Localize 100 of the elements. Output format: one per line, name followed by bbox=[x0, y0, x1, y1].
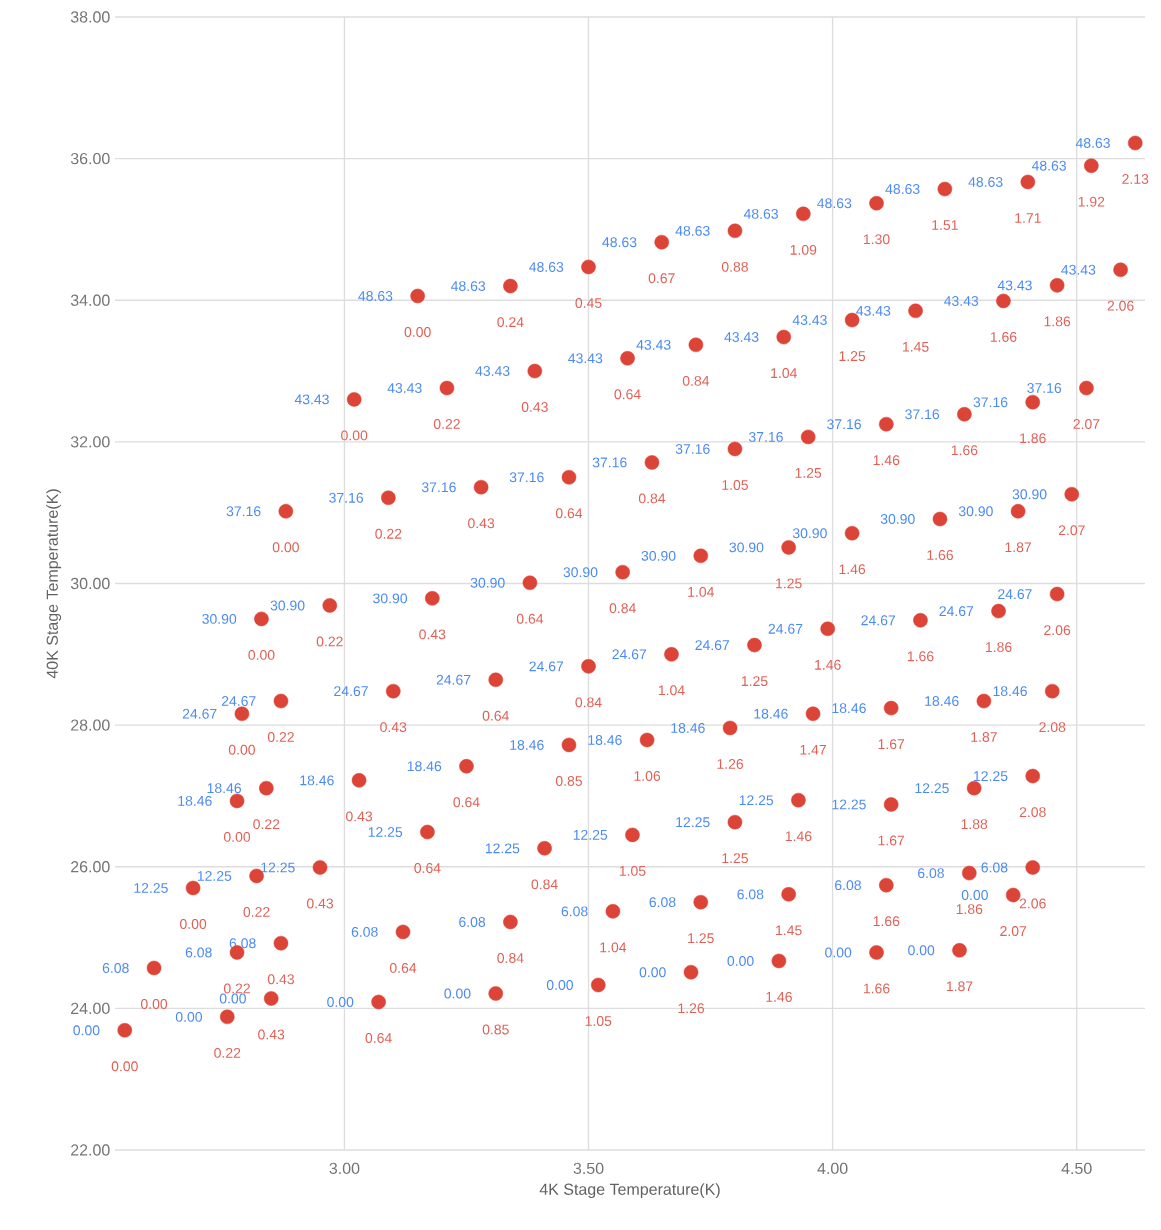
y-tick-label: 30.00 bbox=[70, 577, 110, 590]
text: 43.43 bbox=[997, 280, 1032, 291]
annotation: 1.46 bbox=[785, 831, 812, 842]
point bbox=[1079, 380, 1094, 396]
text: 12.25 bbox=[261, 862, 295, 873]
y-tick-label: 22.00 bbox=[71, 1144, 110, 1156]
annotation: 1.87 bbox=[971, 732, 997, 743]
annotation: 2.06 bbox=[1107, 300, 1134, 311]
y-tick-label: 24.00 bbox=[71, 1002, 110, 1015]
text: 37.16 bbox=[509, 472, 544, 483]
text: 37.16 bbox=[748, 431, 783, 442]
y-tick-label: 28.00 bbox=[71, 719, 110, 731]
annotation: 0.22 bbox=[223, 983, 250, 994]
point bbox=[488, 986, 504, 1001]
point bbox=[727, 441, 743, 457]
annotation: 0.00 bbox=[111, 1061, 138, 1072]
series-label: 0.00 bbox=[219, 993, 246, 1004]
text: 0.00 bbox=[639, 967, 666, 978]
text: 18.46 bbox=[588, 735, 622, 745]
text: 37.16 bbox=[421, 482, 456, 493]
series-label: 48.63 bbox=[1031, 160, 1066, 171]
text: 0.00 bbox=[175, 1011, 203, 1022]
point bbox=[781, 887, 796, 902]
point bbox=[503, 914, 518, 930]
text: 18.46 bbox=[407, 761, 442, 772]
point bbox=[1084, 158, 1099, 173]
annotation: 1.46 bbox=[873, 455, 900, 466]
text: 30.90 bbox=[641, 550, 676, 561]
point bbox=[425, 591, 440, 606]
text: 30.90 bbox=[880, 514, 915, 525]
text: 24.67 bbox=[182, 708, 217, 719]
text: 48.63 bbox=[885, 184, 920, 195]
text: 37.16 bbox=[827, 419, 861, 430]
annotation: 0.22 bbox=[243, 907, 270, 917]
text: 18.46 bbox=[671, 723, 705, 733]
annotation: 0.85 bbox=[555, 776, 583, 786]
point bbox=[800, 429, 816, 445]
point bbox=[259, 780, 274, 796]
annotation: 0.64 bbox=[453, 797, 480, 808]
annotation: 1.25 bbox=[795, 467, 822, 478]
text: 0.00 bbox=[327, 997, 354, 1007]
annotation: 1.05 bbox=[619, 865, 646, 876]
text: 43.43 bbox=[724, 332, 759, 343]
point bbox=[883, 797, 899, 812]
point bbox=[385, 683, 401, 699]
text: 43.43 bbox=[636, 339, 671, 350]
point bbox=[722, 720, 738, 736]
point bbox=[473, 479, 489, 495]
text: 18.46 bbox=[754, 708, 788, 719]
annotation: 1.92 bbox=[1078, 196, 1105, 207]
annotation: 0.43 bbox=[346, 811, 373, 822]
point bbox=[561, 737, 577, 753]
point bbox=[1044, 683, 1060, 699]
point bbox=[117, 1023, 133, 1038]
point bbox=[976, 693, 992, 709]
point bbox=[805, 706, 821, 722]
annotation: 0.24 bbox=[497, 317, 524, 328]
text: 12.25 bbox=[676, 817, 710, 828]
annotation: 1.88 bbox=[961, 819, 988, 830]
annotation: 1.25 bbox=[688, 933, 714, 944]
y-tick-label: 38.00 bbox=[70, 11, 110, 23]
point bbox=[278, 503, 294, 519]
annotation: 1.05 bbox=[722, 480, 748, 490]
point bbox=[381, 490, 396, 506]
text: 24.67 bbox=[436, 674, 471, 685]
point bbox=[727, 814, 743, 830]
annotation: 0.64 bbox=[555, 508, 583, 519]
annotation: 1.05 bbox=[585, 1016, 612, 1026]
point bbox=[234, 706, 250, 722]
text: 43.43 bbox=[944, 296, 979, 306]
text: 30.90 bbox=[729, 542, 764, 553]
point bbox=[688, 337, 704, 353]
text: 48.63 bbox=[817, 198, 852, 209]
annotation: 0.00 bbox=[272, 542, 299, 553]
point bbox=[883, 700, 899, 716]
point bbox=[312, 860, 328, 875]
text: 12.25 bbox=[368, 827, 403, 838]
point bbox=[1049, 586, 1065, 602]
annotation: 1.04 bbox=[600, 942, 627, 953]
text: 18.46 bbox=[300, 775, 334, 786]
point bbox=[527, 363, 543, 379]
point bbox=[488, 672, 504, 688]
annotation: 0.43 bbox=[419, 629, 446, 640]
series-label: 12.25 bbox=[974, 771, 1008, 782]
point bbox=[395, 924, 411, 940]
annotation: 2.06 bbox=[1019, 898, 1046, 909]
y-tick-label: 34.00 bbox=[70, 294, 110, 306]
text: 30.90 bbox=[373, 593, 408, 604]
annotation: 0.43 bbox=[258, 1029, 285, 1040]
text: 18.46 bbox=[925, 696, 959, 707]
text: 12.25 bbox=[573, 829, 608, 840]
text: 6.08 bbox=[561, 906, 588, 917]
text: 0.00 bbox=[825, 947, 852, 958]
point bbox=[932, 511, 948, 527]
x-tick-label: 4.50 bbox=[1061, 1162, 1092, 1175]
point bbox=[1127, 135, 1143, 151]
annotation: 1.86 bbox=[1020, 433, 1046, 444]
annotation: 0.84 bbox=[609, 603, 636, 614]
x-tick-label: 3.50 bbox=[573, 1162, 604, 1175]
point bbox=[146, 960, 162, 976]
